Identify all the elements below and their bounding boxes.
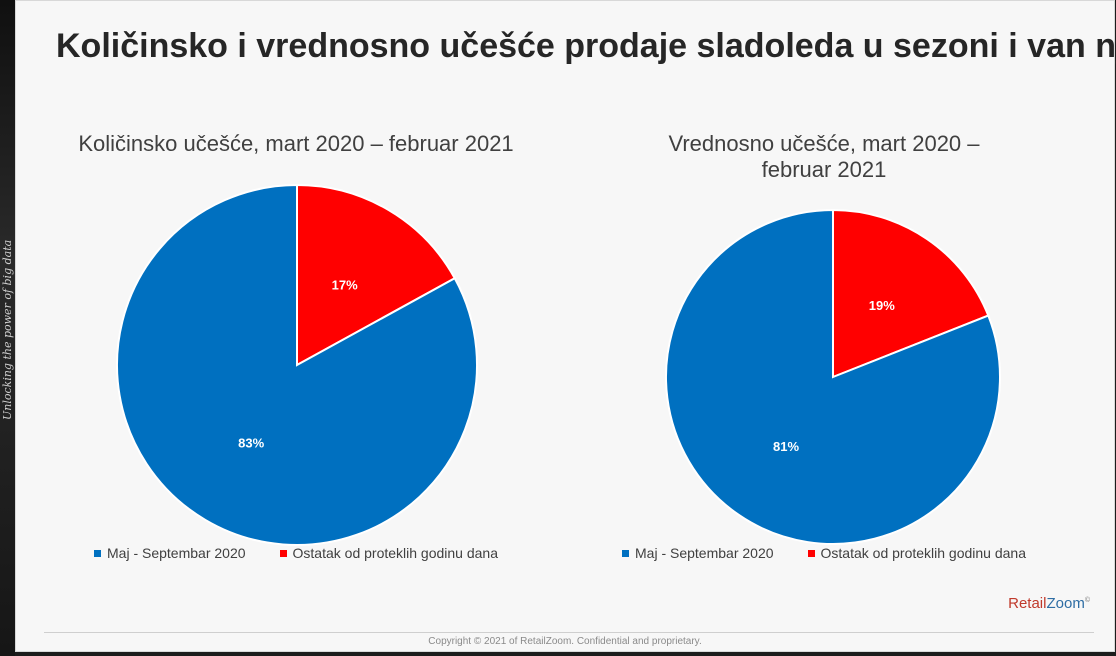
legend-label: Maj - Septembar 2020 — [107, 545, 246, 561]
footer-divider — [44, 632, 1094, 633]
pie-slice-season — [116, 183, 478, 546]
legend-item-rest: Ostatak od proteklih godinu dana — [279, 545, 499, 561]
legend-item-season: Maj - Septembar 2020 — [622, 545, 774, 561]
legend-label: Maj - Septembar 2020 — [635, 545, 774, 561]
legend-swatch — [622, 549, 629, 557]
brand-retail: Retail — [1008, 595, 1047, 612]
copyright-text: Copyright © 2021 of RetailZoom. Confiden… — [428, 636, 702, 647]
data-label-rest: 17% — [332, 277, 358, 292]
brand-mark: © — [1084, 597, 1090, 604]
pie-chart-svg: 17% 83% — [116, 183, 478, 546]
pie-slice-rest — [832, 208, 990, 379]
pie-chart-quantity: Količinsko učešće, mart 2020 – februar 2… — [56, 131, 536, 581]
legend-item-rest: Ostatak od proteklih godinu dana — [807, 545, 1027, 561]
pie-slice-rest — [296, 183, 457, 367]
legend-swatch — [94, 549, 101, 557]
legend-swatch — [279, 549, 287, 557]
data-label-rest: 19% — [869, 298, 895, 313]
data-label-season: 81% — [773, 439, 799, 454]
pie-chart-value: Vrednosno učešće, mart 2020 – februar 20… — [584, 131, 1064, 581]
slide-title: Količinsko i vrednosno učešće prodaje sl… — [56, 27, 1116, 65]
side-banner-text: Unlocking the power of big data — [1, 239, 14, 420]
chart-title: Količinsko učešće, mart 2020 – februar 2… — [78, 131, 514, 156]
pie-chart-svg: 19% 81% — [665, 208, 1001, 545]
chart-title: Vrednosno učešće, mart 2020 – februar 20… — [668, 131, 980, 182]
data-label-season: 83% — [238, 435, 264, 450]
legend-swatch — [807, 549, 815, 557]
legend-label: Ostatak od proteklih godinu dana — [292, 545, 499, 561]
chart-legend: Maj - Septembar 2020 Ostatak od protekli… — [622, 545, 1026, 561]
side-banner: Unlocking the power of big data — [0, 0, 15, 656]
chart-legend: Maj - Septembar 2020 Ostatak od protekli… — [94, 545, 498, 561]
legend-label: Ostatak od proteklih godinu dana — [820, 545, 1027, 561]
brand-logo: RetailZoom© — [1008, 595, 1090, 612]
legend-item-season: Maj - Septembar 2020 — [94, 545, 246, 561]
slide: Količinsko i vrednosno učešće prodaje sl… — [15, 0, 1116, 652]
pie-slice-season — [665, 208, 1001, 545]
brand-zoom: Zoom — [1046, 595, 1085, 612]
